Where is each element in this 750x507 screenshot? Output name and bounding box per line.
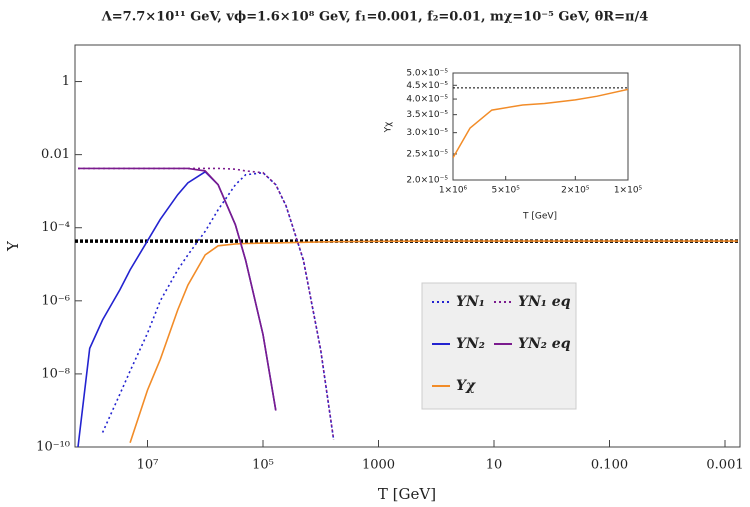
series-line bbox=[453, 88, 628, 159]
x-tick-label: 1000 bbox=[362, 458, 395, 473]
x-tick-label: 0.100 bbox=[591, 458, 628, 473]
y-tick-label: 0.01 bbox=[41, 147, 70, 162]
y-tick-label: 5.0×10⁻⁵ bbox=[406, 69, 448, 79]
y-axis-label: Y bbox=[4, 240, 22, 252]
x-axis-label: T [GeV] bbox=[378, 485, 436, 503]
x-tick-label: 1×10⁵ bbox=[614, 186, 643, 196]
legend-label: YN₂ bbox=[456, 336, 485, 352]
plot-frame bbox=[74, 44, 741, 448]
y-tick-label: 2.5×10⁻⁵ bbox=[406, 149, 448, 159]
legend-box bbox=[421, 282, 577, 410]
series-line bbox=[129, 240, 738, 444]
legend: YN₁ YN₂ Yχ YN₁ eq YN₂ eq bbox=[421, 282, 577, 410]
legend-label: YN₁ eq bbox=[518, 294, 571, 310]
x-tick-label: 10⁵ bbox=[252, 458, 274, 473]
y-tick-label: 4.0×10⁻⁵ bbox=[406, 95, 448, 105]
y-tick-label: 10⁻⁴ bbox=[41, 220, 70, 235]
series-line bbox=[78, 167, 335, 440]
y-tick-label: 3.0×10⁻⁵ bbox=[406, 128, 448, 138]
y-tick-label: 10⁻⁸ bbox=[41, 366, 70, 381]
inset-x-label: T [GeV] bbox=[522, 212, 557, 222]
x-tick-label: 0.001 bbox=[706, 458, 743, 473]
x-tick-label: 10⁷ bbox=[137, 458, 159, 473]
y-tick-label: 3.5×10⁻⁵ bbox=[406, 110, 448, 120]
x-tick-label: 1×10⁶ bbox=[439, 186, 468, 196]
y-tick-label: 4.5×10⁻⁵ bbox=[406, 81, 448, 91]
x-tick-label: 2×10⁵ bbox=[561, 186, 590, 196]
y-tick-label: 2.0×10⁻⁵ bbox=[406, 176, 448, 186]
series-line bbox=[78, 167, 277, 411]
main-plot: 10⁷ 10⁵ 1000 10 0.100 0.001 1 0.01 10⁻⁴ 10⁻⁶ 10⁻⁸ 1… bbox=[36, 44, 744, 473]
inset-plot: Yχ T [GeV] 1×10⁶ 5×10⁵ 2×10⁵ 1×10⁵ 2.0×10⁻⁵ 2… bbox=[384, 69, 643, 222]
legend-label: Yχ bbox=[456, 378, 476, 394]
y-tick-label: 1 bbox=[62, 74, 70, 89]
x-tick-label: 5×10⁵ bbox=[492, 186, 521, 196]
series-line bbox=[77, 170, 277, 447]
x-tick-label: 10 bbox=[486, 458, 503, 473]
y-tick-label: 10⁻¹⁰ bbox=[36, 440, 70, 455]
plot-frame bbox=[452, 72, 629, 181]
legend-label: YN₂ eq bbox=[518, 336, 571, 352]
legend-label: YN₁ bbox=[456, 294, 485, 310]
series-line bbox=[101, 171, 335, 440]
inset-y-label: Yχ bbox=[384, 122, 394, 134]
y-tick-label: 10⁻⁶ bbox=[41, 293, 70, 308]
chart-title: Λ=7.7×10¹¹ GeV, vϕ=1.6×10⁸ GeV, f₁=0.001… bbox=[101, 10, 649, 25]
